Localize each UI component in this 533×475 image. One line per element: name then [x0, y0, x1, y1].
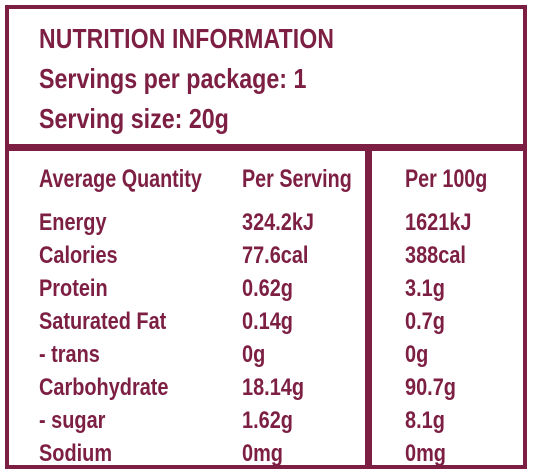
per-100g-value: 90.7g [405, 374, 456, 401]
header-per-100g: Per 100g [405, 165, 488, 193]
table-row: Carbohydrate 18.14g 90.7g [9, 374, 523, 407]
per-serving-value: 0.14g [242, 308, 293, 335]
nutrient-label: Energy [39, 209, 107, 236]
servings-per-package: Servings per package: 1 [39, 63, 307, 94]
table-row: Energy 324.2kJ 1621kJ [9, 209, 523, 242]
table-row: Calories 77.6cal 388cal [9, 242, 523, 275]
serving-size: Serving size: 20g [39, 103, 229, 134]
per-serving-value: 0g [242, 341, 266, 368]
per-100g-value: 0.7g [405, 308, 445, 335]
per-serving-value: 1.62g [242, 407, 293, 434]
header-average-quantity: Average Quantity [39, 165, 202, 193]
per-serving-value: 77.6cal [242, 242, 309, 269]
per-100g-value: 0g [405, 341, 429, 368]
per-serving-value: 324.2kJ [242, 209, 315, 236]
per-100g-value: 8.1g [405, 407, 445, 434]
table-row: - trans 0g 0g [9, 341, 523, 374]
per-100g-value: 388cal [405, 242, 466, 269]
per-100g-value: 0mg [405, 440, 446, 467]
nutrient-label: Protein [39, 275, 108, 302]
nutrient-label: Sodium [39, 440, 113, 467]
nutrient-label: - trans [39, 341, 100, 368]
table-row: Protein 0.62g 3.1g [9, 275, 523, 308]
per-100g-value: 1621kJ [405, 209, 472, 236]
per-serving-value: 18.14g [242, 374, 305, 401]
nutrient-label: Saturated Fat [39, 308, 167, 335]
per-serving-value: 0mg [242, 440, 283, 467]
nutrient-label: Calories [39, 242, 118, 269]
column-divider [365, 151, 372, 465]
header-per-serving: Per Serving [242, 165, 352, 193]
per-serving-value: 0.62g [242, 275, 293, 302]
table-row: Sodium 0mg 0mg [9, 440, 523, 473]
nutrient-label: - sugar [39, 407, 106, 434]
per-100g-value: 3.1g [405, 275, 445, 302]
nutrition-title: NUTRITION INFORMATION [39, 23, 335, 54]
nutrient-label: Carbohydrate [39, 374, 169, 401]
nutrition-header: NUTRITION INFORMATION Servings per packa… [9, 9, 523, 151]
nutrition-table: Average Quantity Per Serving Per 100g En… [9, 151, 523, 467]
nutrition-panel: NUTRITION INFORMATION Servings per packa… [5, 5, 527, 469]
table-row: - sugar 1.62g 8.1g [9, 407, 523, 440]
table-row: Saturated Fat 0.14g 0.7g [9, 308, 523, 341]
